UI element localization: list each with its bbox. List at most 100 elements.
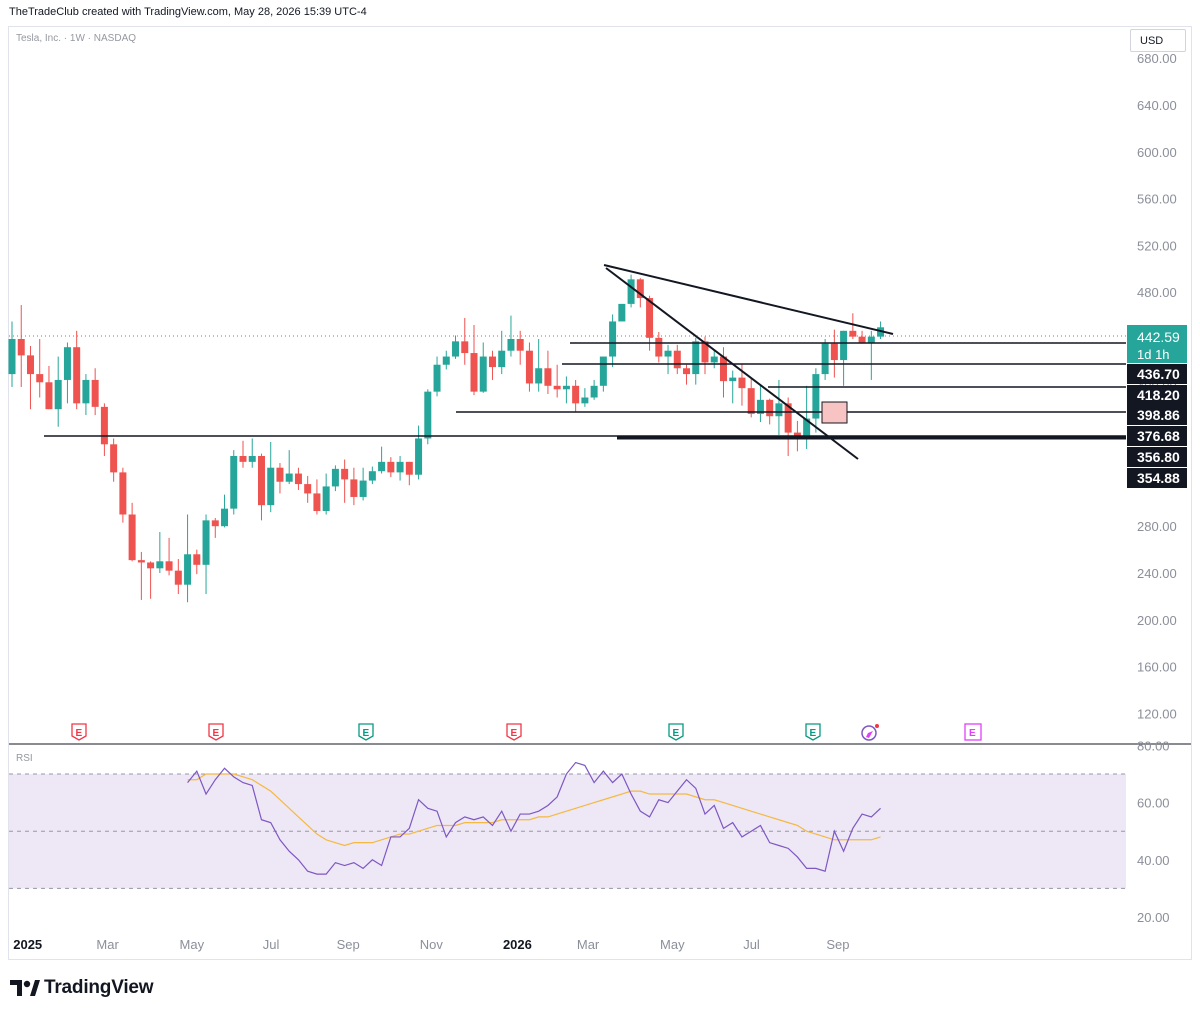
candle-body	[26, 355, 34, 375]
candle	[82, 374, 90, 416]
candle	[710, 350, 718, 369]
candle	[211, 518, 219, 538]
candle	[405, 461, 413, 486]
candle-body	[341, 468, 349, 480]
candle	[368, 466, 376, 485]
future-event-icon: E	[964, 723, 982, 741]
level-value: 354.88	[1137, 470, 1180, 486]
candle-body	[359, 480, 367, 497]
candle	[119, 467, 127, 523]
symbol-info[interactable]: Tesla, Inc. · 1W · NASDAQ	[16, 33, 137, 44]
candle-body	[719, 356, 727, 382]
time-tick-label: Jul	[263, 937, 280, 952]
candle-body	[202, 520, 210, 565]
candle	[618, 303, 626, 322]
candle	[507, 315, 515, 357]
candle-body	[350, 479, 358, 497]
candle	[683, 364, 691, 385]
chart-frame	[8, 26, 1192, 960]
candle-body	[599, 356, 607, 386]
event-letter: E	[810, 728, 817, 739]
candle	[387, 457, 395, 478]
currency-selector[interactable]: USD	[1130, 29, 1186, 52]
candle	[646, 295, 654, 351]
candle-body	[54, 379, 62, 410]
future-event-box	[964, 723, 982, 741]
candle	[535, 339, 543, 392]
level-value: 436.70	[1137, 366, 1180, 382]
candle	[719, 347, 727, 398]
candle-body	[239, 456, 247, 462]
candle-body	[396, 461, 404, 473]
candle-body	[821, 343, 829, 375]
current-price-badge	[1127, 325, 1187, 363]
event-letter: E	[673, 728, 680, 739]
candle	[257, 453, 265, 521]
candle	[378, 446, 386, 474]
candle-body	[8, 339, 16, 375]
candle-body	[100, 406, 108, 445]
candle-body	[424, 391, 432, 439]
candle-body	[174, 570, 182, 585]
candle-body	[803, 418, 811, 439]
candle	[830, 329, 838, 378]
price-badges: 442.59 1d 1h 436.70 418.20 398.86 376.68 356.8…	[1127, 325, 1187, 488]
candle-body	[840, 330, 848, 361]
price-tick-label: 520.00	[1137, 238, 1177, 253]
event-badge-shape	[506, 723, 522, 741]
level-badge	[1127, 385, 1187, 405]
candle	[858, 330, 866, 344]
candle-body	[17, 339, 25, 356]
drawings	[9, 264, 1126, 460]
candle	[775, 379, 783, 435]
candle	[664, 344, 672, 375]
candle-body	[664, 350, 672, 357]
candle	[627, 274, 635, 308]
rsi-ma-line	[187, 773, 881, 847]
candle	[452, 335, 460, 359]
time-tick-label: Nov	[420, 937, 444, 952]
candle-body	[766, 399, 774, 417]
tradingview-brand[interactable]: TradingView	[10, 977, 154, 999]
event-badge-shape	[358, 723, 374, 741]
highlight-box	[821, 401, 848, 424]
level-badge	[1127, 447, 1187, 467]
candle-body	[442, 356, 450, 365]
level-badge	[1127, 426, 1187, 446]
candle-body	[415, 438, 423, 475]
level-badge	[1127, 405, 1187, 425]
candle	[840, 330, 848, 386]
candle-body	[627, 279, 635, 304]
candle	[756, 384, 764, 423]
rsi-tick-label: 60.00	[1137, 796, 1170, 811]
candle-body	[646, 298, 654, 338]
time-tick-label: Mar	[96, 937, 119, 952]
event-badge-shape	[208, 723, 224, 741]
sparkle-event-icon	[861, 724, 879, 741]
rsi-tick-label: 80.00	[1137, 738, 1170, 753]
current-price: 442.59	[1137, 329, 1180, 345]
candle-body	[294, 473, 302, 485]
candle	[267, 441, 275, 513]
candle-body	[738, 377, 746, 389]
candle	[867, 330, 875, 380]
candle	[729, 370, 737, 404]
candle	[544, 350, 552, 394]
candle-body	[618, 303, 626, 322]
level-value: 398.86	[1137, 407, 1180, 423]
time-tick-label: Sep	[337, 937, 360, 952]
candle	[821, 339, 829, 380]
candle	[590, 379, 598, 400]
candle-body	[636, 279, 644, 299]
price-tick-label: 640.00	[1137, 98, 1177, 113]
earnings-event-icon: E	[71, 723, 87, 741]
candle-body	[82, 379, 90, 404]
earnings-event-icon: E	[208, 723, 224, 741]
candle	[17, 305, 25, 387]
event-letter: E	[363, 728, 370, 739]
candle	[599, 356, 607, 392]
candle-body	[858, 336, 866, 343]
candle	[294, 467, 302, 490]
